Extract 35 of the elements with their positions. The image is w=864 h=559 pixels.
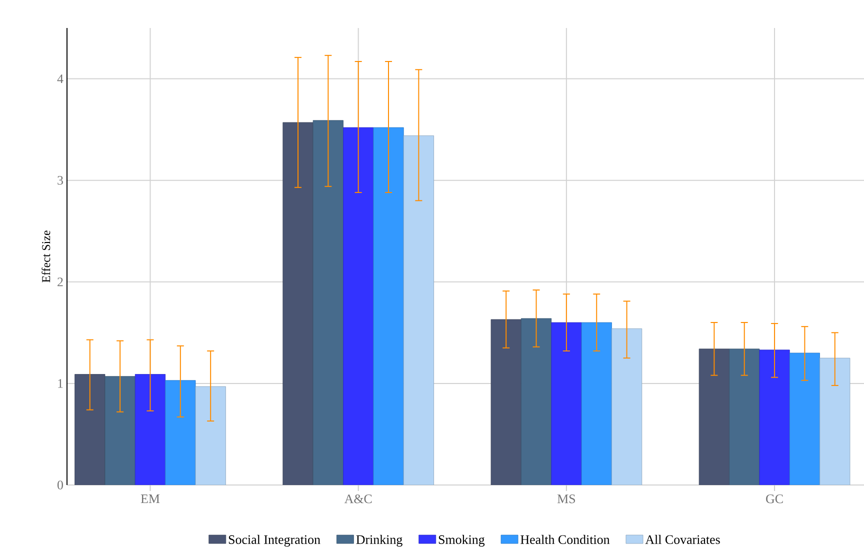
bar	[165, 380, 196, 485]
bar	[611, 328, 642, 485]
bar	[759, 350, 790, 485]
bar	[698, 348, 730, 485]
y-tick-label: 4	[57, 74, 64, 84]
bar	[312, 120, 344, 485]
bar	[134, 374, 166, 485]
bar	[551, 322, 582, 485]
legend-label: Social Integration	[228, 534, 320, 547]
y-tick-label: 2	[58, 278, 63, 286]
bar	[74, 374, 106, 485]
y-tick-label: 3	[58, 176, 63, 185]
legend-label: Health Condition	[520, 534, 610, 544]
y-axis-title: Effect Size	[42, 230, 50, 282]
bar	[104, 376, 136, 485]
x-tick-label: GC	[766, 494, 783, 504]
x-tick-label: A&C	[344, 494, 372, 504]
bar	[581, 322, 612, 485]
legend-label: Smoking	[438, 534, 485, 547]
bar	[789, 352, 820, 485]
x-tick-label: MS	[557, 494, 575, 504]
bar	[373, 127, 404, 485]
bar	[343, 127, 374, 485]
bar	[520, 318, 552, 485]
legend-label: All Covariates	[645, 534, 720, 544]
y-tick-label: 0	[58, 480, 63, 490]
y-tick-label: 1	[58, 379, 63, 388]
bar	[195, 386, 226, 485]
legend-label: Drinking	[356, 534, 402, 547]
bar	[490, 319, 522, 485]
bar	[820, 358, 850, 485]
bar	[403, 135, 434, 485]
bar	[282, 122, 314, 485]
x-tick-label: EM	[140, 494, 160, 503]
bar	[729, 348, 760, 485]
